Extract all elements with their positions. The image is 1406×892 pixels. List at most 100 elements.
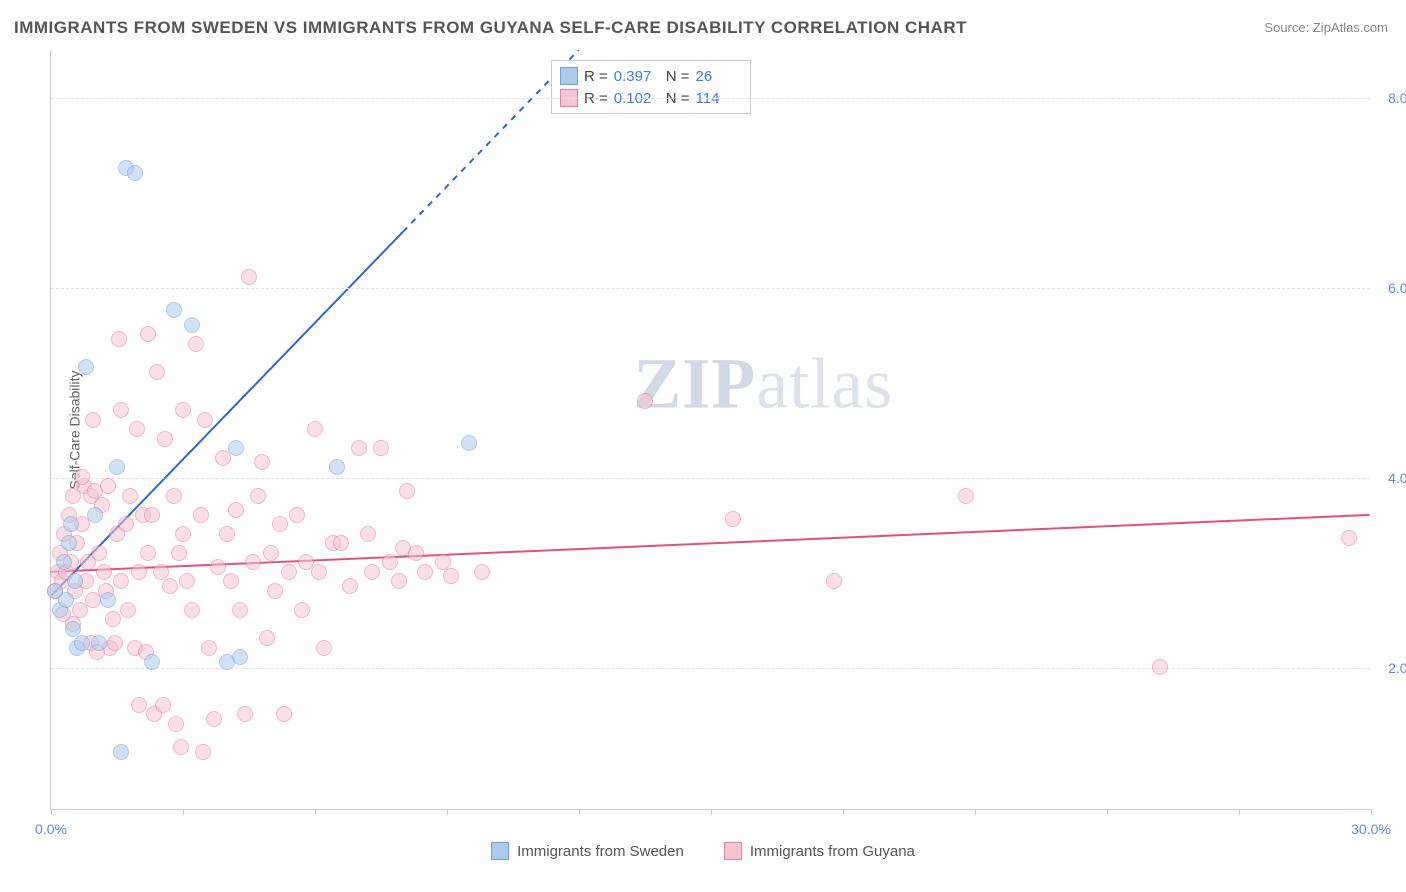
n-value-sweden: 26 xyxy=(696,68,742,85)
data-point-guyana xyxy=(171,545,187,561)
data-point-guyana xyxy=(188,336,204,352)
data-point-guyana xyxy=(281,564,297,580)
watermark-zip: ZIP xyxy=(633,343,756,423)
data-point-guyana xyxy=(173,739,189,755)
data-point-guyana xyxy=(195,744,211,760)
data-point-guyana xyxy=(307,421,323,437)
data-point-guyana xyxy=(122,488,138,504)
data-point-guyana xyxy=(373,440,389,456)
data-point-guyana xyxy=(155,697,171,713)
data-point-guyana xyxy=(111,331,127,347)
watermark: ZIPatlas xyxy=(633,342,893,425)
data-point-guyana xyxy=(360,526,376,542)
data-point-guyana xyxy=(105,611,121,627)
source-name: ZipAtlas.com xyxy=(1313,20,1388,35)
data-point-sweden xyxy=(144,654,160,670)
data-point-guyana xyxy=(259,630,275,646)
gridline-horizontal xyxy=(51,478,1370,479)
data-point-guyana xyxy=(232,602,248,618)
data-point-sweden xyxy=(461,435,477,451)
chart-container: IMMIGRANTS FROM SWEDEN VS IMMIGRANTS FRO… xyxy=(0,0,1406,892)
data-point-guyana xyxy=(96,564,112,580)
x-tick-label: 30.0% xyxy=(1351,821,1391,837)
data-point-guyana xyxy=(826,573,842,589)
data-point-guyana xyxy=(333,535,349,551)
data-point-guyana xyxy=(179,573,195,589)
source-label: Source: xyxy=(1264,20,1309,35)
data-point-guyana xyxy=(267,583,283,599)
gridline-horizontal xyxy=(51,98,1370,99)
data-point-guyana xyxy=(223,573,239,589)
series-legend: Immigrants from Sweden Immigrants from Gu… xyxy=(491,842,915,860)
data-point-guyana xyxy=(443,568,459,584)
data-point-guyana xyxy=(74,469,90,485)
trend-lines-svg xyxy=(51,50,1370,809)
x-tick-label: 0.0% xyxy=(35,821,67,837)
legend-swatch-sweden xyxy=(491,842,509,860)
data-point-guyana xyxy=(289,507,305,523)
data-point-guyana xyxy=(241,269,257,285)
legend-swatch-guyana xyxy=(724,842,742,860)
data-point-sweden xyxy=(232,649,248,665)
x-tick xyxy=(183,809,184,815)
data-point-guyana xyxy=(237,706,253,722)
data-point-sweden xyxy=(91,635,107,651)
data-point-guyana xyxy=(364,564,380,580)
data-point-guyana xyxy=(351,440,367,456)
data-point-guyana xyxy=(210,559,226,575)
data-point-guyana xyxy=(725,511,741,527)
data-point-guyana xyxy=(1341,530,1357,546)
x-tick xyxy=(1107,809,1108,815)
plot-area: Self-Care Disability ZIPatlas R =0.397N … xyxy=(50,50,1370,810)
data-point-guyana xyxy=(140,326,156,342)
gridline-horizontal xyxy=(51,288,1370,289)
data-point-guyana xyxy=(149,364,165,380)
data-point-guyana xyxy=(157,431,173,447)
data-point-sweden xyxy=(67,573,83,589)
data-point-guyana xyxy=(113,573,129,589)
data-point-guyana xyxy=(118,516,134,532)
data-point-sweden xyxy=(166,302,182,318)
gridline-horizontal xyxy=(51,668,1370,669)
data-point-guyana xyxy=(958,488,974,504)
x-tick xyxy=(1239,809,1240,815)
source-attribution: Source: ZipAtlas.com xyxy=(1264,20,1388,35)
x-tick xyxy=(843,809,844,815)
data-point-sweden xyxy=(78,359,94,375)
data-point-guyana xyxy=(245,554,261,570)
data-point-sweden xyxy=(87,507,103,523)
data-point-guyana xyxy=(175,526,191,542)
data-point-sweden xyxy=(63,516,79,532)
y-tick-label: 6.0% xyxy=(1375,280,1406,296)
data-point-sweden xyxy=(109,459,125,475)
data-point-guyana xyxy=(294,602,310,618)
data-point-guyana xyxy=(219,526,235,542)
data-point-guyana xyxy=(272,516,288,532)
data-point-guyana xyxy=(206,711,222,727)
y-tick-label: 8.0% xyxy=(1375,90,1406,106)
data-point-guyana xyxy=(474,564,490,580)
x-tick xyxy=(315,809,316,815)
data-point-sweden xyxy=(184,317,200,333)
data-point-guyana xyxy=(129,421,145,437)
data-point-guyana xyxy=(311,564,327,580)
data-point-guyana xyxy=(254,454,270,470)
data-point-guyana xyxy=(113,402,129,418)
x-tick xyxy=(51,809,52,815)
correlation-stats-box: R =0.397N =26R =0.102N =114 xyxy=(551,60,751,114)
data-point-guyana xyxy=(201,640,217,656)
x-tick xyxy=(975,809,976,815)
legend-item-guyana: Immigrants from Guyana xyxy=(724,842,915,860)
swatch-sweden xyxy=(560,67,578,85)
data-point-guyana xyxy=(131,697,147,713)
data-point-sweden xyxy=(127,165,143,181)
data-point-sweden xyxy=(61,535,77,551)
data-point-guyana xyxy=(263,545,279,561)
data-point-guyana xyxy=(228,502,244,518)
data-point-guyana xyxy=(144,507,160,523)
legend-item-sweden: Immigrants from Sweden xyxy=(491,842,684,860)
legend-label-guyana: Immigrants from Guyana xyxy=(750,843,915,860)
data-point-guyana xyxy=(100,478,116,494)
data-point-guyana xyxy=(175,402,191,418)
y-tick-label: 2.0% xyxy=(1375,660,1406,676)
